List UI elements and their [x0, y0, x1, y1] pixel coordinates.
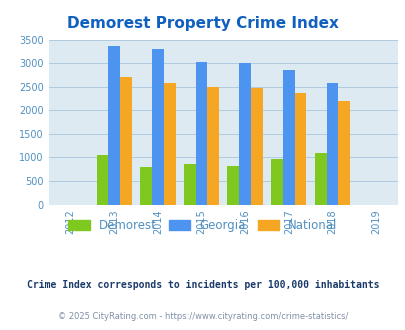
Text: © 2025 CityRating.com - https://www.cityrating.com/crime-statistics/: © 2025 CityRating.com - https://www.city… — [58, 312, 347, 321]
Bar — [120, 77, 132, 205]
Bar — [337, 101, 349, 205]
Text: Demorest Property Crime Index: Demorest Property Crime Index — [67, 16, 338, 31]
Bar — [195, 62, 207, 205]
Bar — [207, 87, 219, 205]
Bar — [227, 166, 239, 205]
Legend: Demorest, Georgia, National: Demorest, Georgia, National — [64, 214, 341, 237]
Bar — [314, 153, 326, 205]
Text: Crime Index corresponds to incidents per 100,000 inhabitants: Crime Index corresponds to incidents per… — [27, 280, 378, 290]
Bar — [140, 167, 151, 205]
Bar — [326, 83, 337, 205]
Bar — [108, 46, 120, 205]
Bar — [250, 88, 262, 205]
Bar — [271, 159, 282, 205]
Bar — [183, 164, 195, 205]
Bar — [282, 70, 294, 205]
Bar — [239, 63, 250, 205]
Bar — [163, 82, 175, 205]
Bar — [151, 49, 163, 205]
Bar — [96, 155, 108, 205]
Bar — [294, 93, 306, 205]
